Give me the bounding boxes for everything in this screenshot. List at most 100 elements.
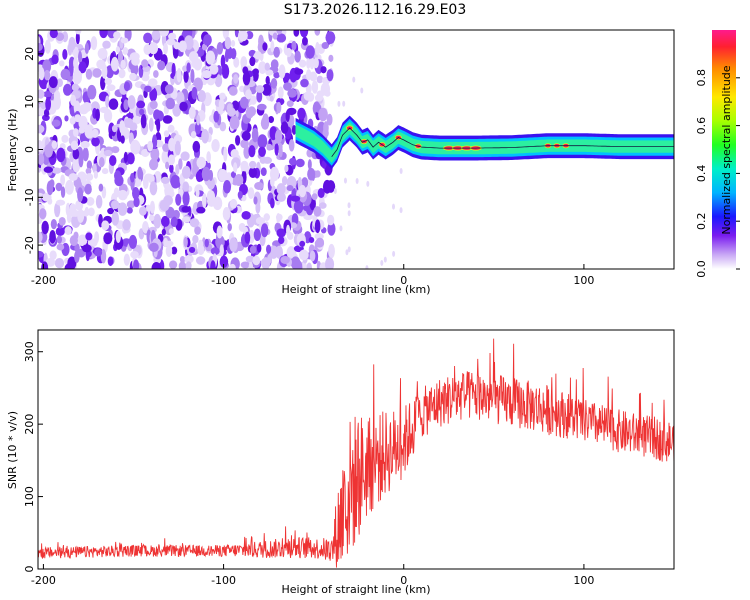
snr-panel: -200 -100 0 100 0 100 200 300 Height of straig… xyxy=(6,329,675,596)
snr-x-label: Height of straight line (km) xyxy=(281,583,430,596)
spectrogram-noise-cell xyxy=(45,96,52,111)
spectrogram-noise-cell xyxy=(263,213,270,222)
spectrogram-noise-cell xyxy=(129,122,138,131)
spectrogram-x-tick-label: -100 xyxy=(211,274,236,287)
spectrogram-noise-cell xyxy=(149,200,155,214)
spectrogram-noise-cell xyxy=(198,239,204,249)
spectrogram-noise-cell xyxy=(260,223,269,238)
spectrogram-noise-cell xyxy=(69,235,78,247)
spectrogram-noise-cell xyxy=(85,167,92,175)
spectrogram-noise-cell xyxy=(41,261,49,269)
spectrogram-noise-cell xyxy=(145,204,151,212)
spectrogram-noise-cell xyxy=(399,167,403,174)
spectrogram-noise-cell xyxy=(107,256,114,267)
spectrogram-noise-cell xyxy=(242,71,251,86)
spectrogram-noise-cell xyxy=(103,149,113,157)
spectrogram-noise-cell xyxy=(132,115,142,125)
spectrogram-noise-cell xyxy=(126,200,136,209)
spectrogram-noise-cell xyxy=(299,249,309,261)
spectrogram-noise-cell xyxy=(95,108,100,122)
snr-x-ticks: -200 -100 0 100 xyxy=(31,564,594,587)
spectrogram-noise-cell xyxy=(284,164,289,173)
spectrogram-noise-cell xyxy=(92,68,102,78)
spectrogram-noise-cell xyxy=(46,180,54,196)
spectrogram-noise-cell xyxy=(114,174,124,187)
spectrogram-noise-cell xyxy=(147,140,154,152)
spectrogram-noise-cell xyxy=(247,187,255,199)
spectrogram-noise-cell xyxy=(201,193,207,208)
spectrogram-noise-cell xyxy=(219,92,226,100)
spectrogram-noise-cell xyxy=(101,220,110,231)
spectrogram-noise-cell xyxy=(196,206,206,214)
spectrogram-noise-cell xyxy=(273,46,280,58)
spectrogram-noise-cell xyxy=(306,262,312,269)
spectrogram-noise-cell xyxy=(56,243,65,251)
spectrogram-noise-cell xyxy=(98,183,104,192)
spectrogram-noise-cell xyxy=(274,129,283,144)
spectrogram-ridge-layer xyxy=(295,115,674,170)
spectrogram-noise-cell xyxy=(302,36,308,46)
spectrogram-noise-cell xyxy=(139,108,145,116)
spectrogram-noise-cell xyxy=(118,68,126,79)
spectrogram-noise-cell xyxy=(249,245,257,254)
spectrogram-noise-cell xyxy=(206,151,211,164)
spectrogram-noise-cell xyxy=(163,195,174,206)
spectrogram-noise-cell xyxy=(94,248,103,257)
spectrogram-noise-cell xyxy=(141,59,149,68)
colorbar-tick-label: 0.2 xyxy=(695,212,708,230)
spectrogram-noise-cell xyxy=(253,228,261,242)
spectrogram-noise-cell xyxy=(38,108,44,115)
spectrogram-noise-cell xyxy=(148,42,159,55)
spectrogram-noise-cell xyxy=(38,89,45,99)
spectrogram-noise-cell xyxy=(220,54,226,69)
spectrogram-noise-cell xyxy=(256,243,262,253)
colorbar-ticks: 0.0 0.2 0.4 0.6 0.8 xyxy=(695,69,740,278)
spectrogram-noise-cell xyxy=(178,158,183,170)
spectrogram-noise-cell xyxy=(132,187,140,200)
spectrogram-noise-cell xyxy=(273,71,280,79)
spectrogram-noise-cell xyxy=(126,152,135,165)
spectrogram-noise-cell xyxy=(247,106,257,117)
spectrogram-noise-cell xyxy=(195,170,203,183)
spectrogram-noise-cell xyxy=(222,207,231,221)
spectrogram-noise-cell xyxy=(276,30,283,35)
spectrogram-noise-cell xyxy=(137,166,143,180)
spectrogram-noise-cell xyxy=(101,64,108,79)
spectrogram-noise-cell xyxy=(115,46,121,53)
spectrogram-noise-cell xyxy=(252,255,261,266)
spectrogram-noise-cell xyxy=(170,216,178,228)
spectrogram-noise-cell xyxy=(214,74,223,88)
spectrogram-noise-cell xyxy=(51,54,59,65)
spectrogram-x-tick-label: 100 xyxy=(573,274,594,287)
spectrogram-noise-cell xyxy=(166,38,176,46)
spectrogram-noise-cell xyxy=(51,119,61,127)
spectrogram-noise-cell xyxy=(102,40,111,49)
spectrogram-noise-cell xyxy=(122,47,129,55)
spectrogram-noise-cell xyxy=(141,73,150,82)
spectrogram-noise-cell xyxy=(84,42,89,55)
spectrogram-noise-cell xyxy=(178,261,187,269)
spectrogram-noise-cell xyxy=(245,89,252,100)
spectrogram-noise-cell xyxy=(126,207,133,214)
spectrogram-noise-cell xyxy=(175,193,182,206)
spectrogram-noise-cell xyxy=(269,95,274,102)
snr-y-ticks: 0 100 200 300 xyxy=(23,341,43,573)
spectrogram-noise-cell xyxy=(314,94,323,102)
spectrogram-noise-cell xyxy=(306,57,311,69)
spectrogram-noise-cell xyxy=(129,72,137,81)
spectrogram-noise-cell xyxy=(185,261,192,269)
spectrogram-noise-cell xyxy=(278,236,285,245)
spectrogram-noise-cell xyxy=(194,121,201,135)
spectrogram-noise-cell xyxy=(42,91,53,98)
spectrogram-noise-cell xyxy=(130,172,135,183)
spectrogram-noise-cell xyxy=(42,59,52,74)
spectrogram-noise-cell xyxy=(70,94,77,107)
spectrogram-noise-cell xyxy=(294,50,301,63)
spectrogram-noise-cell xyxy=(78,51,83,64)
spectrogram-noise-cell xyxy=(311,80,319,94)
spectrogram-noise-cell xyxy=(239,96,249,109)
spectrogram-noise-cell xyxy=(209,64,219,75)
spectrogram-noise-cell xyxy=(175,164,180,175)
spectrogram-noise-cell xyxy=(105,95,110,108)
